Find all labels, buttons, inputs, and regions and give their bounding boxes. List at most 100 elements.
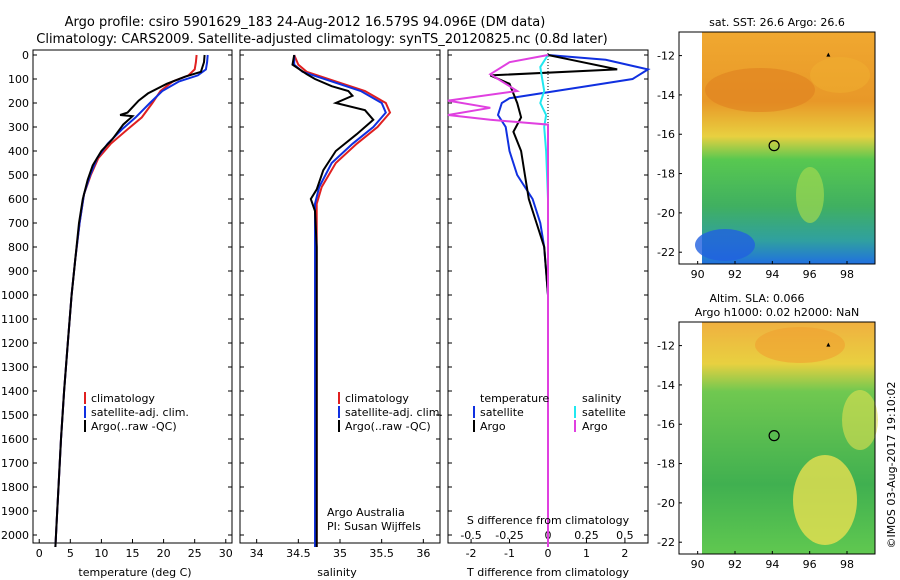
x-tick-label: 35.5: [369, 547, 394, 560]
y-tick-label: 900: [8, 265, 29, 278]
sla-map-title-line1: Altim. SLA: 0.066: [709, 292, 804, 305]
map-y-tick-label: -20: [657, 207, 675, 220]
x-tick-label: 2: [621, 547, 628, 560]
y-tick-label: 1800: [1, 481, 29, 494]
x-tick-label: 35: [333, 547, 347, 560]
axes-layer: 0100200300400500600700800900100011001200…: [1, 49, 648, 560]
legend-label-t-argo: Argo: [480, 420, 506, 433]
map-x-tick-label: 98: [840, 268, 854, 281]
series-line-climatology: [54, 54, 198, 548]
x-tick-label: 0: [545, 547, 552, 560]
s-tick-label: 0.25: [574, 529, 599, 542]
series-line-climatology: [293, 54, 392, 547]
legend-label-s-argo: Argo: [582, 420, 608, 433]
legend-label-s-satellite: satellite: [582, 406, 626, 419]
series-line-satellite-adj-clim-: [54, 54, 209, 548]
figure-title-line1: Argo profile: csiro 5901629_183 24-Aug-2…: [65, 15, 546, 30]
sst-warm-patch: [705, 68, 815, 112]
s-difference-title: S difference from climatology: [467, 514, 630, 527]
sst-cold-patch: [695, 229, 755, 261]
legend-label-satellite: satellite-adj. clim.: [91, 406, 189, 419]
y-tick-label: 400: [8, 145, 29, 158]
y-tick-label: 1100: [1, 313, 29, 326]
series-line-satellite: [496, 54, 651, 547]
salinity-xlabel: salinity: [317, 566, 357, 579]
credit-text: ©IMOS 03-Aug-2017 19:10:02: [885, 382, 898, 549]
series-line-argo-raw-qc-: [54, 54, 206, 548]
y-tick-label: 300: [8, 121, 29, 134]
x-tick-label: 1: [583, 547, 590, 560]
x-tick-label: 10: [94, 547, 108, 560]
y-tick-label: 700: [8, 217, 29, 230]
y-tick-label: 0: [22, 49, 29, 62]
x-tick-label: 30: [219, 547, 233, 560]
map-x-tick-label: 92: [728, 268, 742, 281]
x-tick-label: 20: [157, 547, 171, 560]
legend-header-salinity: salinity: [582, 392, 622, 405]
sst-cool-patch: [796, 167, 824, 223]
y-tick-label: 1300: [1, 361, 29, 374]
sst-map-axes: 90 92 94 96 98 -12 -14 -16 -18 -20 -22: [657, 50, 854, 281]
y-tick-label: 1400: [1, 385, 29, 398]
temperature-legend: climatology satellite-adj. clim. Argo(..…: [84, 392, 189, 433]
island-marker: [826, 342, 831, 347]
argo-position-marker: [768, 140, 780, 152]
x-tick-label: 0: [36, 547, 43, 560]
legend-header-temperature: temperature: [480, 392, 549, 405]
legend-label-argo: Argo(..raw -QC): [345, 420, 431, 433]
map-x-tick-label: 96: [803, 558, 817, 571]
map-y-tick-label: -18: [657, 458, 675, 471]
sst-map-title: sat. SST: 26.6 Argo: 26.6: [709, 16, 845, 29]
map-y-tick-label: -20: [657, 497, 675, 510]
y-tick-label: 600: [8, 193, 29, 206]
temperature-xlabel: temperature (deg C): [78, 566, 191, 579]
x-tick-label: 25: [188, 547, 202, 560]
map-y-tick-label: -22: [657, 246, 675, 259]
series-line-argo-raw-qc-: [291, 54, 375, 547]
y-tick-label: 200: [8, 97, 29, 110]
x-tick-label: 15: [126, 547, 140, 560]
sla-high-patch: [755, 327, 845, 363]
x-tick-label: -2: [466, 547, 477, 560]
legend-label-t-satellite: satellite: [480, 406, 524, 419]
figure-title-line2: Climatology: CARS2009. Satellite-adjuste…: [36, 32, 608, 47]
y-tick-label: 1500: [1, 409, 29, 422]
map-y-tick-label: -16: [657, 128, 675, 141]
y-tick-label: 1000: [1, 289, 29, 302]
y-tick-label: 1600: [1, 433, 29, 446]
sla-map: [678, 321, 878, 555]
salinity-panel-frame: [239, 49, 441, 544]
sla-yellow-patch: [793, 455, 857, 545]
y-tick-label: 100: [8, 73, 29, 86]
map-x-tick-label: 98: [840, 558, 854, 571]
argo-position-marker: [768, 430, 780, 442]
legend-label-climatology: climatology: [345, 392, 409, 405]
y-tick-label: 2000: [1, 529, 29, 542]
sla-map-axes: 90 92 94 96 98 -12 -14 -16 -18 -20 -22: [657, 340, 854, 571]
salinity-legend: climatology satellite-adj. clim. Argo(..…: [338, 392, 443, 433]
annotation-line2: PI: Susan Wijffels: [327, 520, 421, 533]
annotation-line1: Argo Australia: [327, 506, 405, 519]
legend-label-satellite: satellite-adj. clim.: [345, 406, 443, 419]
sla-map-title-line2: Argo h1000: 0.02 h2000: NaN: [695, 306, 860, 319]
y-tick-label: 1200: [1, 337, 29, 350]
x-tick-label: 5: [67, 547, 74, 560]
map-x-tick-label: 90: [691, 268, 705, 281]
x-tick-label: 36: [416, 547, 430, 560]
map-y-tick-label: -14: [657, 379, 675, 392]
map-y-tick-label: -16: [657, 418, 675, 431]
y-tick-label: 800: [8, 241, 29, 254]
x-tick-label: -1: [504, 547, 515, 560]
sst-warm-patch: [810, 57, 870, 93]
series-line-satellite: [539, 54, 549, 547]
y-tick-label: 500: [8, 169, 29, 182]
map-x-tick-label: 94: [765, 558, 779, 571]
series-line-satellite-adj-clim-: [293, 55, 387, 547]
difference-legend: temperature satellite Argo salinity sate…: [473, 392, 626, 433]
s-tick-label: -0.25: [495, 529, 523, 542]
series-layer: [54, 54, 651, 548]
series-line-argo: [447, 54, 549, 547]
legend-label-climatology: climatology: [91, 392, 155, 405]
map-x-tick-label: 94: [765, 268, 779, 281]
